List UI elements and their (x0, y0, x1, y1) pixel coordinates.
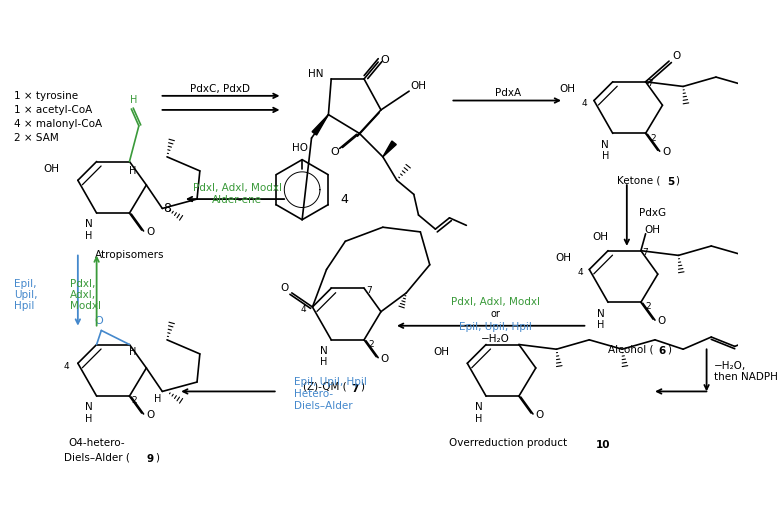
Text: Diels–Alder (: Diels–Alder ( (63, 452, 129, 462)
Text: Epil, Upil, Hpil: Epil, Upil, Hpil (294, 377, 366, 387)
Text: PdxA: PdxA (495, 88, 521, 98)
Text: 2: 2 (132, 396, 137, 405)
Text: OH: OH (560, 84, 576, 94)
Text: O: O (673, 52, 680, 62)
Text: N: N (601, 140, 609, 150)
Text: 1 × acetyl-CoA: 1 × acetyl-CoA (14, 105, 92, 115)
Text: 6: 6 (659, 346, 666, 356)
Text: ): ) (667, 344, 671, 354)
Text: O: O (94, 316, 103, 326)
Text: 2 × SAM: 2 × SAM (14, 133, 59, 143)
Text: H: H (131, 94, 138, 104)
Text: N: N (319, 346, 327, 356)
Text: Alcohol (: Alcohol ( (608, 344, 654, 354)
Text: 4: 4 (582, 99, 587, 108)
Text: PdxG: PdxG (639, 208, 666, 218)
Text: 7: 7 (643, 248, 648, 257)
Text: 2: 2 (646, 302, 651, 312)
Text: Overreduction product: Overreduction product (449, 438, 570, 448)
Text: ): ) (360, 382, 364, 392)
Text: 7: 7 (648, 79, 653, 88)
Text: H: H (320, 358, 327, 367)
Text: −H₂O: −H₂O (481, 334, 510, 344)
Text: H: H (474, 413, 482, 424)
Text: OH: OH (555, 253, 571, 263)
Text: OH: OH (593, 232, 608, 242)
Text: N: N (474, 402, 482, 412)
Text: H: H (154, 394, 161, 404)
Text: (Z)-QM (: (Z)-QM ( (303, 382, 347, 392)
Text: Atropisomers: Atropisomers (95, 251, 164, 260)
Text: 4: 4 (341, 193, 348, 206)
Text: PdxI, AdxI, ModxI: PdxI, AdxI, ModxI (451, 298, 540, 307)
Text: or: or (490, 310, 500, 319)
Text: Hetero-: Hetero- (294, 389, 333, 399)
Text: 4 × malonyl-CoA: 4 × malonyl-CoA (14, 119, 102, 129)
Polygon shape (383, 141, 396, 157)
Text: 7: 7 (351, 384, 359, 394)
Text: Epil,: Epil, (14, 279, 37, 289)
Text: then NADPH: then NADPH (714, 372, 778, 382)
Text: PdxI, AdxI, ModxI: PdxI, AdxI, ModxI (193, 183, 282, 193)
Text: 2: 2 (651, 134, 656, 143)
Text: Ketone (: Ketone ( (618, 175, 661, 185)
Text: ): ) (156, 452, 160, 462)
Text: 10: 10 (596, 440, 611, 450)
Text: H: H (128, 166, 136, 176)
Text: O: O (146, 410, 154, 420)
Text: H: H (85, 231, 93, 241)
Text: N: N (85, 219, 93, 229)
Text: O: O (536, 410, 543, 420)
Text: OH: OH (433, 347, 449, 357)
Text: N: N (85, 402, 93, 412)
Text: O: O (280, 283, 288, 293)
Text: AdxI,: AdxI, (70, 290, 96, 300)
Text: 8: 8 (163, 202, 171, 215)
Text: 4: 4 (63, 362, 70, 371)
Text: Upil,: Upil, (14, 290, 38, 300)
Text: H: H (128, 347, 136, 357)
Text: OH: OH (644, 225, 660, 235)
Text: H: H (85, 413, 93, 424)
Text: Hpil: Hpil (14, 301, 34, 311)
Text: H: H (601, 151, 609, 161)
Text: O: O (658, 316, 666, 326)
Text: PdxC, PdxD: PdxC, PdxD (190, 84, 251, 94)
Text: 2: 2 (369, 340, 374, 349)
Text: 9: 9 (146, 454, 153, 464)
Polygon shape (312, 115, 328, 135)
Text: Alder-ene: Alder-ene (212, 195, 262, 205)
Text: Epil, Upil, Hpil: Epil, Upil, Hpil (459, 322, 532, 331)
Text: 7: 7 (366, 286, 372, 294)
Text: N: N (597, 309, 604, 318)
Text: O: O (662, 147, 670, 157)
Text: O: O (381, 55, 389, 65)
Text: O: O (330, 147, 339, 157)
Text: PdxI,: PdxI, (70, 279, 96, 289)
Text: 4: 4 (577, 268, 583, 277)
Text: O: O (146, 227, 154, 237)
Text: HN: HN (309, 69, 323, 79)
Text: OH: OH (410, 81, 427, 91)
Text: 5: 5 (667, 177, 674, 187)
Text: 1 × tyrosine: 1 × tyrosine (14, 91, 78, 101)
Text: OH: OH (44, 164, 60, 174)
Text: 4: 4 (300, 305, 306, 314)
Text: Diels–Alder: Diels–Alder (294, 401, 352, 411)
Text: O4-hetero-: O4-hetero- (68, 438, 125, 448)
Text: ): ) (676, 175, 680, 185)
Text: HO: HO (292, 144, 309, 153)
Text: −H₂O,: −H₂O, (714, 361, 746, 371)
Text: ModxI: ModxI (70, 301, 101, 311)
Text: H: H (597, 320, 604, 330)
Text: O: O (381, 353, 389, 364)
